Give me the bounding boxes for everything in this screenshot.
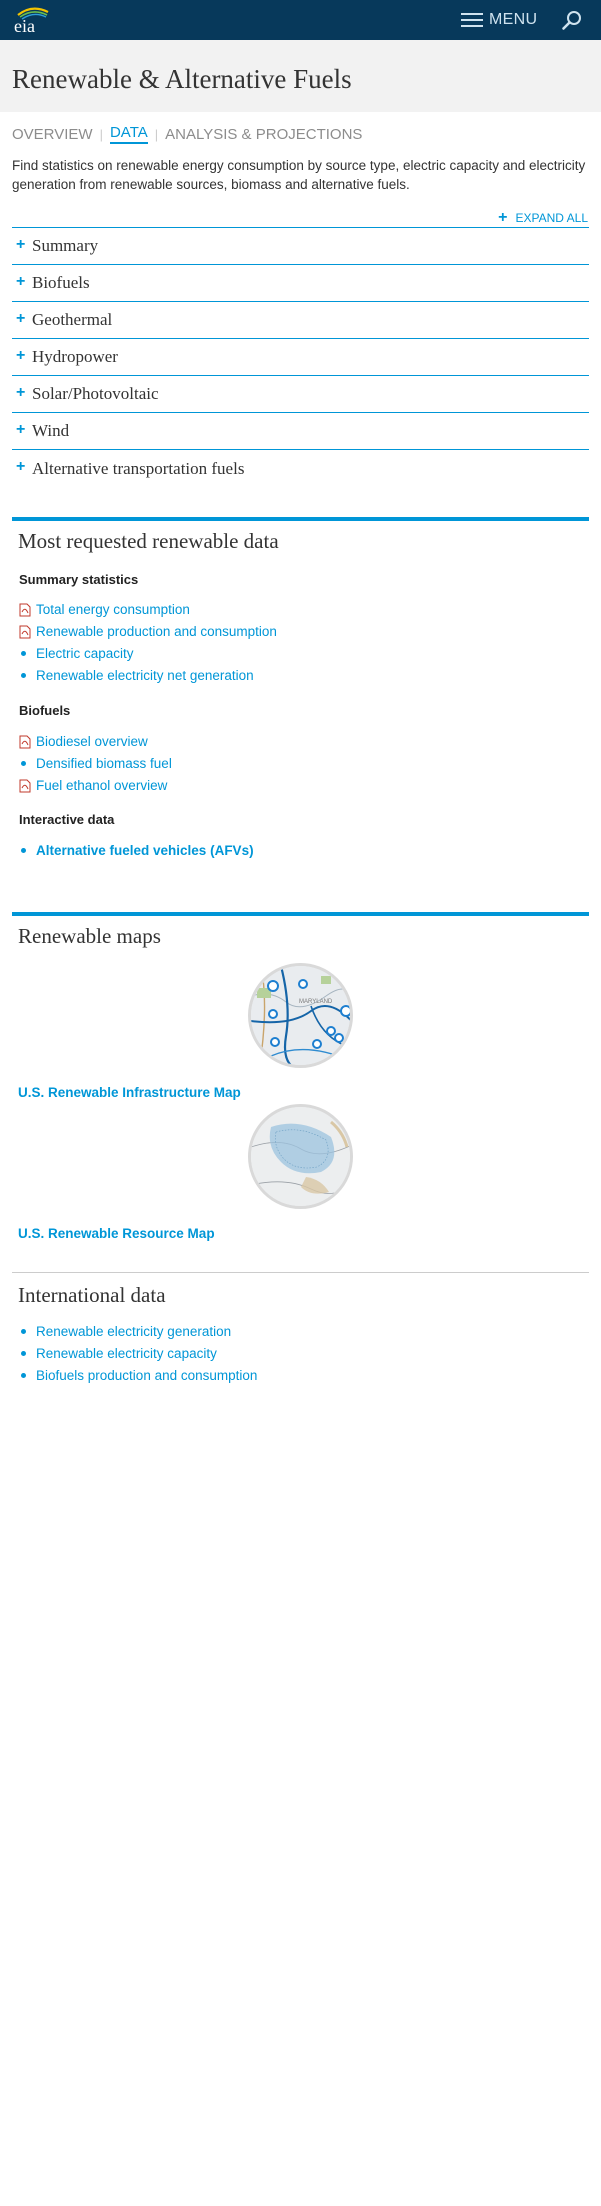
plus-icon: + (498, 209, 508, 226)
link-biofuels-production-consumption[interactable]: Biofuels production and consumption (36, 1368, 258, 1383)
tab-separator: | (99, 126, 103, 142)
link-renewable-electricity-capacity[interactable]: Renewable electricity capacity (36, 1346, 217, 1361)
link-renewable-production-consumption[interactable]: Renewable production and consumption (36, 624, 277, 639)
most-requested-section: Most requested renewable data Summary st… (12, 517, 589, 877)
tab-analysis-projections[interactable]: ANALYSIS & PROJECTIONS (165, 125, 363, 143)
list-item: Fuel ethanol overview (19, 778, 167, 793)
accordion-label: Hydropower (32, 347, 118, 366)
plus-icon: + (16, 458, 26, 475)
group-heading: Summary statistics (19, 572, 139, 587)
section-divider (12, 912, 589, 916)
section-divider (12, 1272, 589, 1273)
group-heading: Biofuels (19, 703, 71, 718)
accordion-label: Geothermal (32, 310, 113, 329)
list-item: Renewable electricity net generation (19, 668, 254, 683)
menu-button[interactable]: MENU (461, 10, 537, 30)
accordion-item-wind[interactable]: + Wind (12, 413, 589, 450)
link-densified-biomass-fuel[interactable]: Densified biomass fuel (36, 756, 172, 771)
plus-icon: + (16, 309, 26, 327)
expand-all-label: EXPAND ALL (515, 211, 588, 225)
accordion-label: Alternative transportation fuels (32, 458, 245, 478)
link-electric-capacity[interactable]: Electric capacity (36, 646, 134, 661)
bullet-icon (21, 1351, 26, 1356)
infrastructure-map-link[interactable]: U.S. Renewable Infrastructure Map (18, 1085, 241, 1100)
list-item: Renewable electricity generation (19, 1324, 231, 1339)
section-divider (12, 517, 589, 521)
plus-icon: + (16, 346, 26, 364)
page-title: Renewable & Alternative Fuels (12, 64, 352, 94)
resource-map-thumbnail[interactable] (248, 1104, 353, 1209)
renewable-maps-section: Renewable maps MARYLAND U.S. Renewable I… (12, 912, 589, 1242)
link-fuel-ethanol-overview[interactable]: Fuel ethanol overview (36, 778, 168, 793)
logo-wordmark: eia (14, 16, 35, 34)
section-title: International data (18, 1283, 166, 1307)
bullet-icon (21, 673, 26, 678)
intro-text: Find statistics on renewable energy cons… (12, 158, 586, 192)
map-state-label: MARYLAND (299, 999, 333, 1005)
link-renewable-electricity-net-generation[interactable]: Renewable electricity net generation (36, 668, 254, 683)
list-item: Renewable production and consumption (19, 624, 277, 639)
hamburger-icon (461, 12, 483, 28)
plus-icon: + (16, 383, 26, 401)
section-title: Most requested renewable data (18, 529, 279, 553)
expand-all-button[interactable]: + EXPAND ALL (498, 209, 588, 227)
bullet-icon (21, 761, 26, 766)
list-item: Biofuels production and consumption (19, 1368, 257, 1383)
pdf-icon (19, 735, 31, 749)
plus-icon: + (16, 272, 26, 290)
bullet-icon (21, 1373, 26, 1378)
accordion-item-summary[interactable]: + Summary (12, 228, 589, 265)
tab-separator: | (154, 126, 159, 142)
list-item: Electric capacity (19, 646, 134, 661)
accordion-label: Biofuels (32, 273, 90, 292)
list-item: Renewable electricity capacity (19, 1346, 217, 1361)
eia-logo[interactable]: eia (12, 6, 52, 34)
international-data-section: International data Renewable electricity… (12, 1272, 589, 1402)
pdf-icon (19, 779, 31, 793)
infrastructure-map-thumbnail[interactable]: MARYLAND (248, 963, 353, 1068)
list-item: Biodiesel overview (19, 734, 148, 749)
bullet-icon (21, 848, 26, 853)
bullet-icon (21, 651, 26, 656)
accordion-item-biofuels[interactable]: + Biofuels (12, 265, 589, 302)
topic-accordion: + Summary + Biofuels + Geothermal + Hydr… (12, 227, 589, 487)
bullet-icon (21, 1329, 26, 1334)
accordion-label: Wind (32, 421, 70, 440)
list-item: Alternative fueled vehicles (AFVs) (19, 843, 254, 858)
accordion-item-solar[interactable]: + Solar/Photovoltaic (12, 376, 589, 413)
section-title: Renewable maps (18, 924, 161, 948)
group-heading: Interactive data (19, 812, 115, 827)
accordion-label: Summary (32, 236, 99, 255)
plus-icon: + (16, 235, 26, 253)
pdf-icon (19, 603, 31, 617)
link-alternative-fueled-vehicles[interactable]: Alternative fueled vehicles (AFVs) (36, 843, 254, 858)
link-biodiesel-overview[interactable]: Biodiesel overview (36, 734, 148, 749)
section-tabs: OVERVIEW | DATA | ANALYSIS & PROJECTIONS (12, 124, 362, 144)
plus-icon: + (16, 420, 26, 438)
tab-overview[interactable]: OVERVIEW (12, 125, 93, 143)
pdf-icon (19, 625, 31, 639)
resource-map-link[interactable]: U.S. Renewable Resource Map (18, 1226, 215, 1241)
accordion-label: Solar/Photovoltaic (32, 384, 159, 403)
link-total-energy-consumption[interactable]: Total energy consumption (36, 602, 190, 617)
accordion-item-hydropower[interactable]: + Hydropower (12, 339, 589, 376)
top-nav-bar: eia MENU (0, 0, 601, 40)
link-renewable-electricity-generation[interactable]: Renewable electricity generation (36, 1324, 232, 1339)
search-icon[interactable] (561, 9, 583, 31)
title-band: Renewable & Alternative Fuels (0, 40, 601, 112)
accordion-item-geothermal[interactable]: + Geothermal (12, 302, 589, 339)
list-item: Total energy consumption (19, 602, 190, 617)
menu-label: MENU (489, 11, 538, 28)
accordion-item-alternative-transportation-fuels[interactable]: + Alternative transportation fuels (12, 450, 589, 487)
list-item: Densified biomass fuel (19, 756, 172, 771)
tab-data[interactable]: DATA (109, 124, 148, 144)
